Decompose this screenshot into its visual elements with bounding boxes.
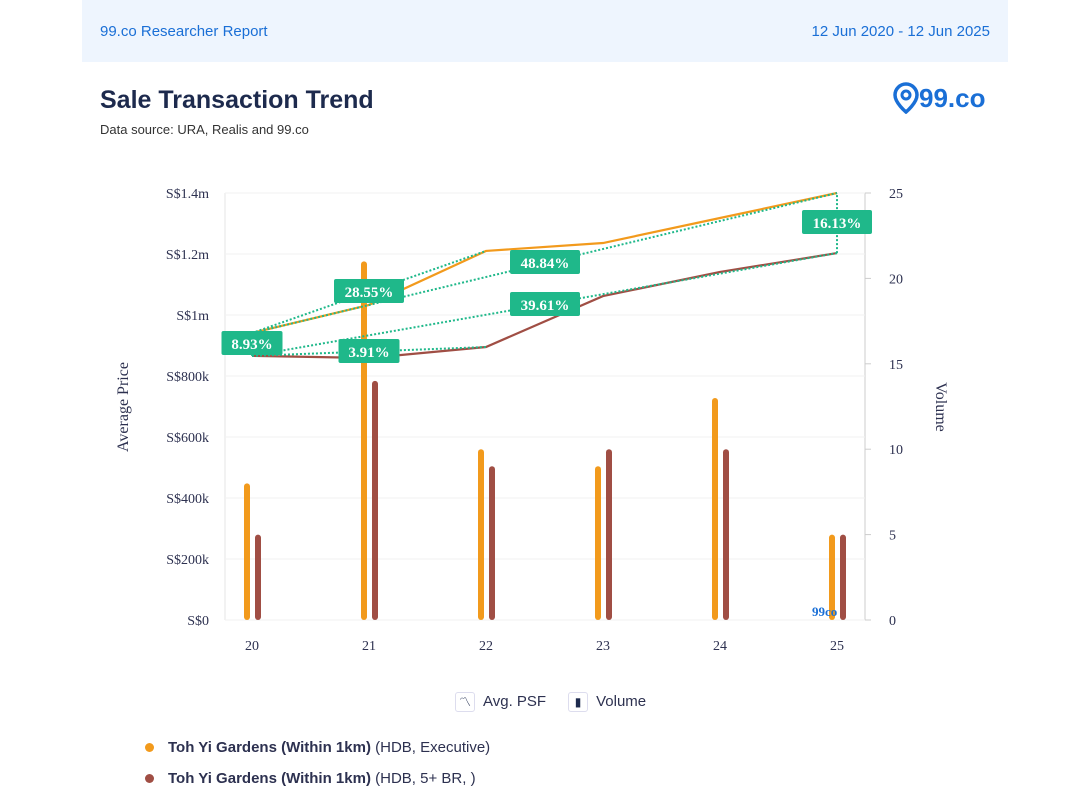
series-legend-5br[interactable]: Toh Yi Gardens (Within 1km) (HDB, 5+ BR,… [145,770,476,787]
logo-text: 99.co [919,82,986,113]
y-tick-label: S$400k [166,492,209,507]
page-title: Sale Transaction Trend [100,86,374,114]
y-tick-label: S$1.2m [166,248,209,263]
volume-bar [244,483,250,620]
report-title: 99.co Researcher Report [100,22,268,40]
x-tick-label: 20 [245,639,259,654]
volume-bar [489,466,495,620]
x-tick-label: 25 [830,639,844,654]
change-badge [510,250,580,274]
line-chart-icon: 〽 [455,692,475,712]
y-tick-label: S$1m [176,309,209,324]
y-tick-label: S$200k [166,553,209,568]
x-tick-label: 22 [479,639,493,654]
change-badge-label: 8.93% [231,337,272,353]
volume-bar [712,397,718,620]
report-header: 99.co Researcher Report 12 Jun 2020 - 12… [82,0,1008,62]
change-badge-label: 16.13% [813,216,862,232]
watermark-logo: 99co [812,604,837,619]
x-tick-label: 23 [596,639,610,654]
date-range: 12 Jun 2020 - 12 Jun 2025 [811,22,990,40]
data-source: Data source: URA, Realis and 99.co [100,122,309,137]
pin-icon [893,82,919,114]
volume-bar [606,449,612,620]
bar-chart-icon: ▮ [568,692,589,712]
change-badge [802,210,872,234]
legend-volume[interactable]: ▮ Volume [568,692,646,712]
change-badge-label: 39.61% [521,298,570,314]
chart-legend: 〽 Avg. PSF ▮ Volume [455,692,646,712]
legend-psf[interactable]: 〽 Avg. PSF [455,692,546,712]
volume-bar [372,380,378,620]
x-tick-label: 24 [713,639,727,654]
y-axis-title: Average Price [115,362,132,452]
volume-bar [478,449,484,620]
series-dot [145,743,154,752]
volume-bar [361,261,367,620]
y-tick-label: S$800k [166,370,209,385]
series-dot [145,774,154,783]
y-tick-label: S$600k [166,431,209,446]
y2-tick-label: 5 [889,529,896,544]
y-tick-label: S$0 [187,614,209,629]
change-connector [251,250,487,334]
change-badge [221,331,283,355]
y2-axis-title: Volume [932,382,949,431]
y2-tick-label: 0 [889,614,896,629]
volume-bar [829,534,835,620]
y2-tick-label: 15 [889,358,903,373]
series-legend-executive[interactable]: Toh Yi Gardens (Within 1km) (HDB, Execut… [145,739,490,756]
change-badge [510,292,580,316]
y-tick-label: S$1.4m [166,187,209,202]
x-tick-label: 21 [362,639,376,654]
change-badge-label: 28.55% [345,285,394,301]
y2-tick-label: 10 [889,443,903,458]
volume-bar [723,449,729,620]
logo: 99.co [893,82,986,114]
change-badge [338,339,400,363]
volume-bar [840,534,846,620]
change-badge [334,279,404,303]
change-badge-label: 48.84% [521,256,570,272]
chart: S$0 S$200k S$400k S$600k S$800k S$1m S$1.2m S$1… [115,187,949,654]
y2-tick-label: 25 [889,187,903,202]
change-badge-label: 3.91% [348,345,389,361]
volume-bar [255,534,261,620]
volume-bar [595,466,601,620]
y2-tick-label: 20 [889,272,903,287]
